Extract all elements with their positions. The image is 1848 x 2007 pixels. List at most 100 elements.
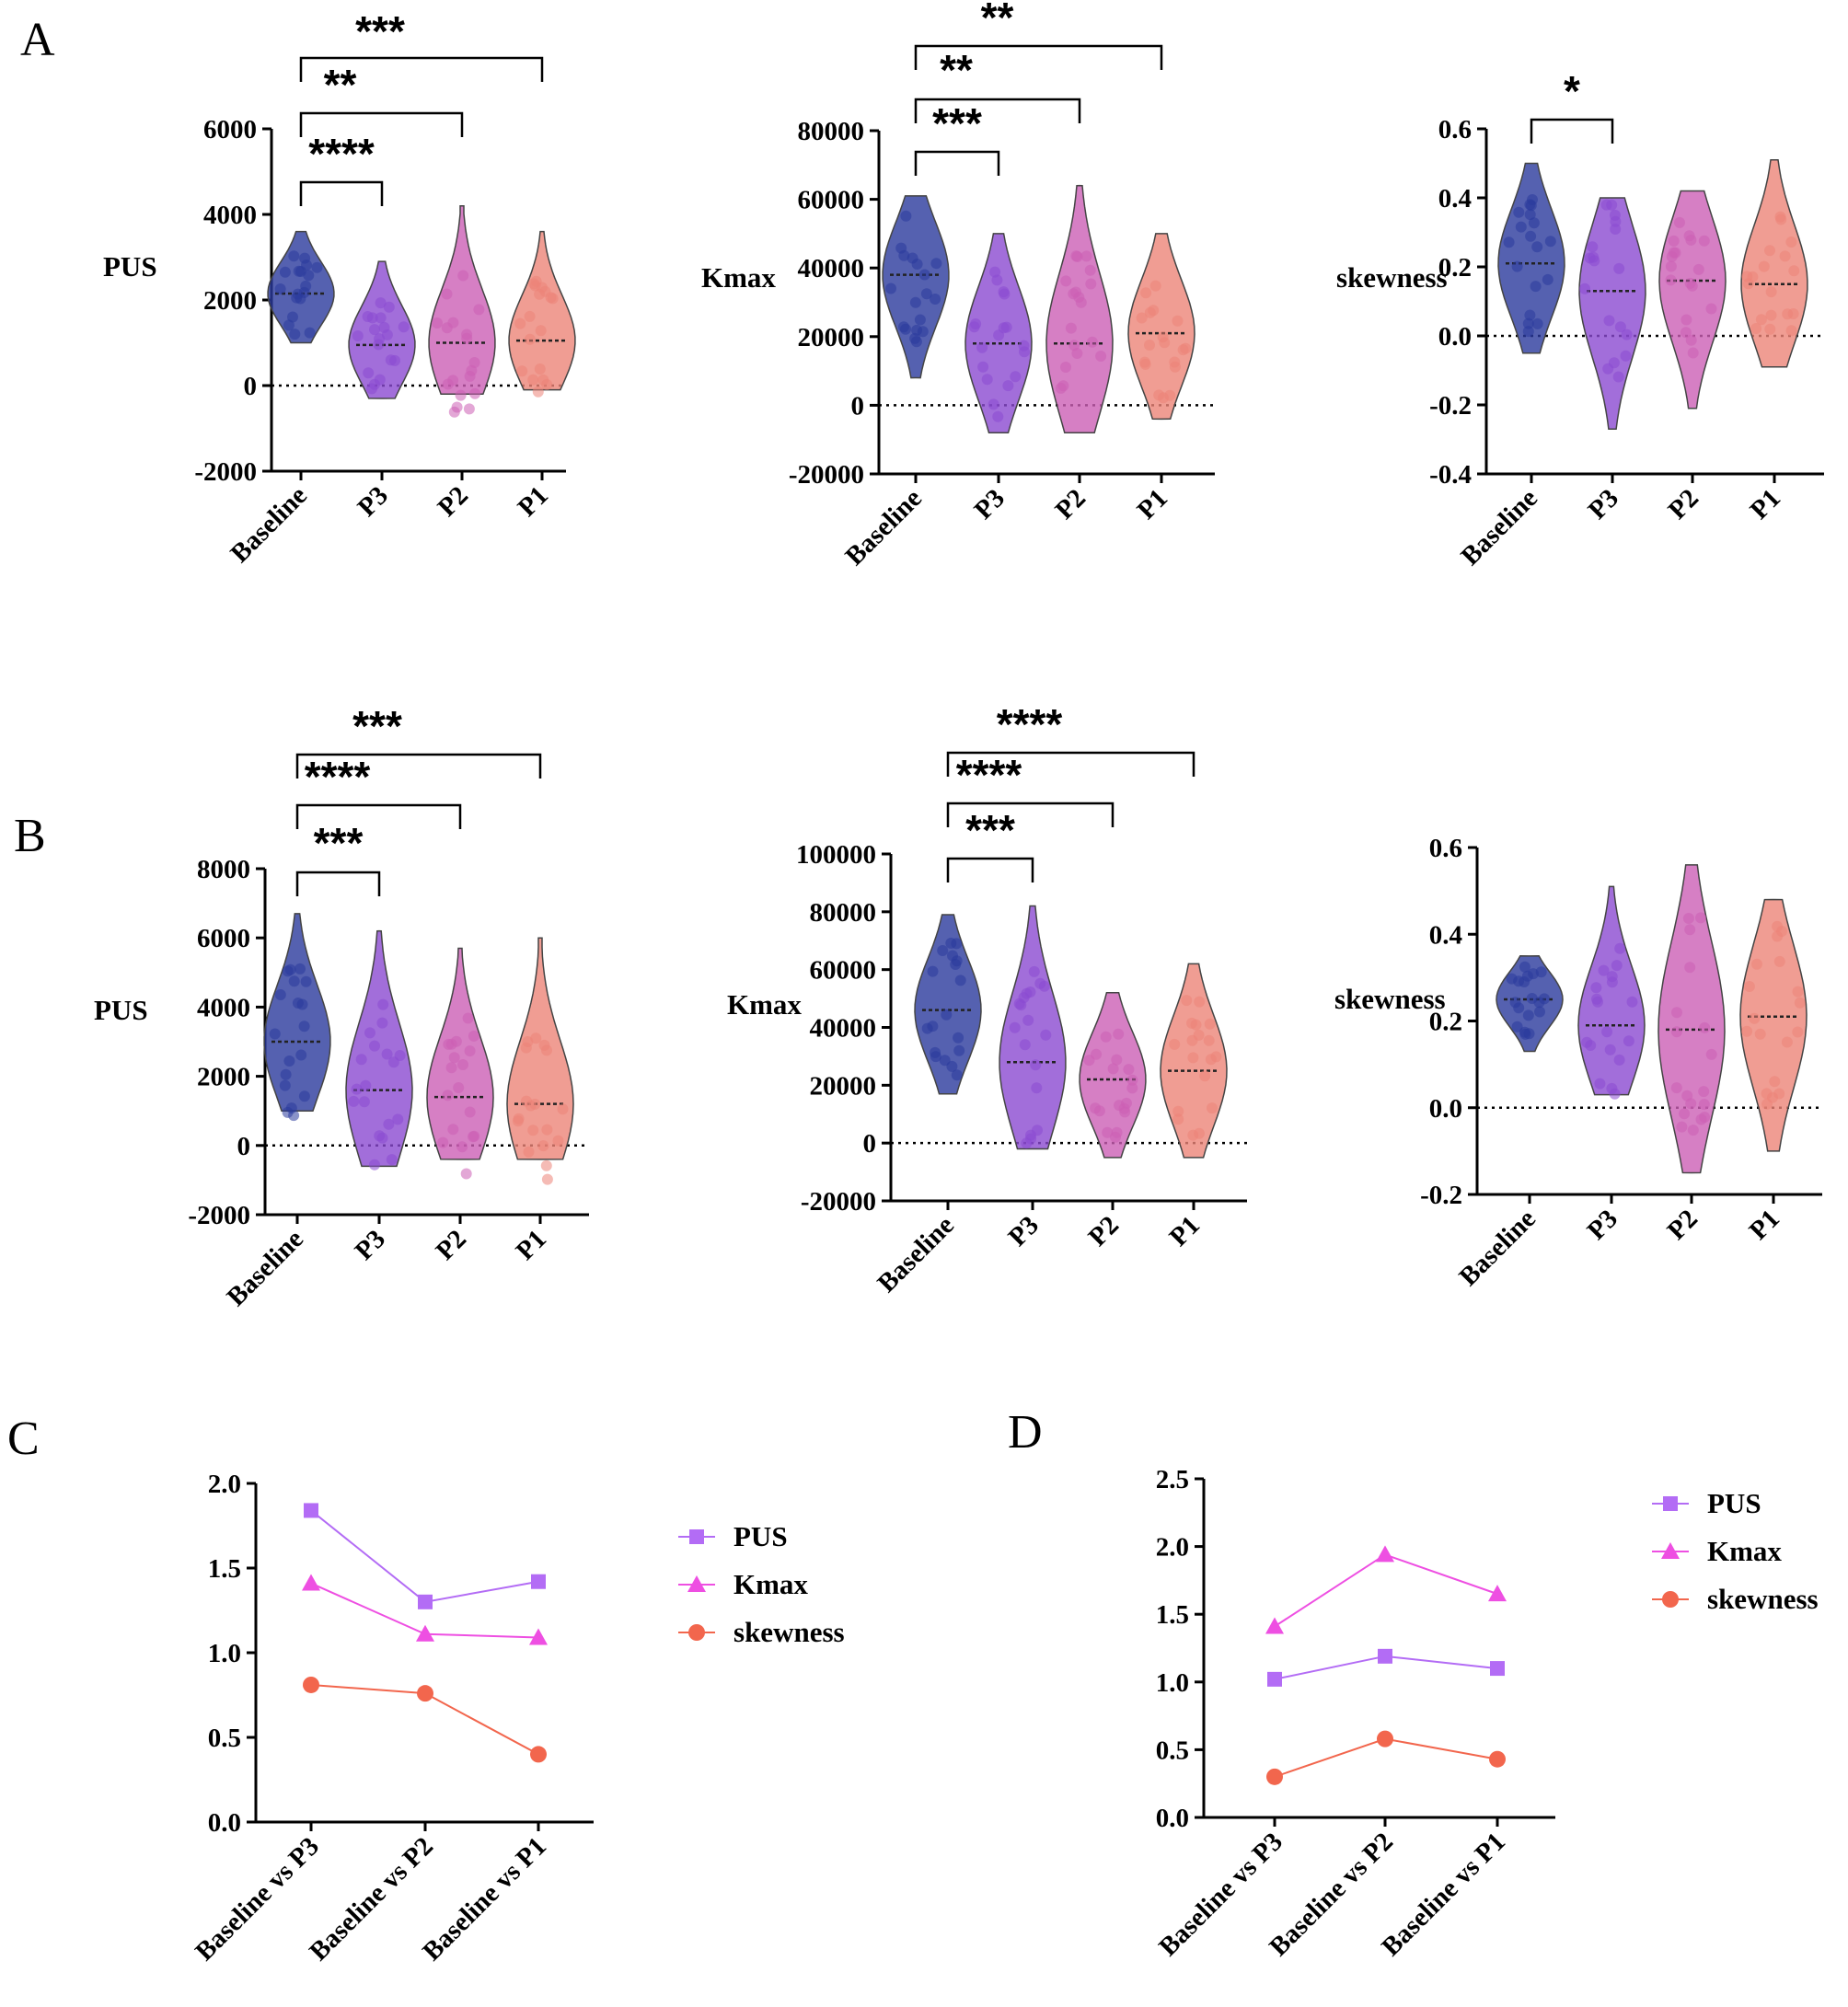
- y-tick-label: -20000: [789, 460, 864, 490]
- data-point: [1698, 1099, 1710, 1111]
- x-tick-label: Baseline: [839, 483, 928, 571]
- y-tick-label: 2.0: [1156, 1533, 1189, 1563]
- data-point: [1040, 1029, 1052, 1041]
- data-point: [279, 1079, 291, 1091]
- data-point: [295, 963, 306, 975]
- data-point: [1205, 1054, 1217, 1066]
- data-point: [1024, 986, 1036, 998]
- significance-stars: ***: [355, 7, 405, 55]
- data-point: [386, 1154, 398, 1166]
- legend-label: PUS: [1707, 1487, 1761, 1519]
- data-point: [464, 1106, 476, 1118]
- data-point: [1025, 1133, 1037, 1145]
- panel-letter-d: D: [1008, 1406, 1043, 1459]
- data-point: [1194, 996, 1206, 1008]
- data-point: [1792, 986, 1804, 998]
- data-point: [295, 1049, 307, 1061]
- data-point: [1022, 1014, 1034, 1026]
- data-point: [1601, 1026, 1613, 1038]
- legend-label: Kmax: [1707, 1535, 1782, 1567]
- data-point: [293, 265, 305, 277]
- data-point: [443, 1038, 455, 1050]
- legend-marker: [1663, 1496, 1678, 1511]
- data-point: [1671, 1007, 1682, 1019]
- data-point: [540, 1159, 552, 1171]
- data-point: [1612, 371, 1624, 383]
- data-point: [1769, 1076, 1781, 1088]
- data-point: [1685, 334, 1697, 346]
- data-point: [369, 324, 380, 336]
- significance-bracket: [1530, 118, 1614, 144]
- legend-marker: [687, 1575, 706, 1592]
- x-tick-label: P2: [431, 1224, 472, 1265]
- violin-p2: [1657, 864, 1726, 1174]
- data-point: [461, 332, 473, 344]
- data-point: [1749, 1012, 1761, 1024]
- data-point: [512, 1115, 524, 1127]
- y-tick-label: 20000: [810, 1071, 877, 1101]
- data-point: [1761, 1098, 1773, 1110]
- data-point: [369, 1040, 380, 1052]
- data-point: [953, 1032, 964, 1044]
- data-point: [1513, 206, 1525, 218]
- data-point: [1118, 1102, 1130, 1114]
- data-point: [532, 386, 544, 398]
- x-tick-label: Baseline: [225, 480, 313, 569]
- data-point: [447, 1124, 459, 1136]
- data-point: [1204, 1018, 1216, 1030]
- data-point: [1594, 1078, 1606, 1090]
- data-point: [352, 330, 364, 341]
- data-point: [1590, 982, 1602, 994]
- series-line-kmax: [1274, 1553, 1498, 1628]
- data-point: [348, 1095, 360, 1107]
- violin-chart-b-kmax: -20000 0 20000 40000 60000 80000 100000 Kmax Bas…: [727, 700, 1247, 1298]
- data-point: [1604, 1044, 1616, 1055]
- data-point: [1107, 1063, 1119, 1075]
- data-point: [1598, 964, 1610, 976]
- data-point: [1522, 326, 1534, 338]
- data-point: [464, 1045, 476, 1057]
- legend-marker: [1661, 1542, 1680, 1559]
- data-point: [537, 1140, 549, 1152]
- data-point: [432, 317, 443, 329]
- data-point: [1009, 1021, 1021, 1033]
- y-tick-label: 100000: [796, 840, 876, 870]
- y-tick-label: 80000: [810, 898, 877, 928]
- legend-marker: [1662, 1591, 1679, 1608]
- data-point: [462, 1012, 474, 1024]
- data-point: [541, 1124, 553, 1136]
- data-point: [1687, 1125, 1699, 1136]
- x-tick-label: P2: [1663, 483, 1704, 525]
- y-tick-label: 0.5: [208, 1724, 241, 1753]
- data-point: [1207, 1102, 1218, 1114]
- data-point: [527, 1125, 539, 1136]
- violin-p2: [1045, 184, 1114, 433]
- data-point: [1626, 996, 1638, 1008]
- data-point: [279, 266, 291, 278]
- data-point: [1015, 999, 1027, 1011]
- significance-bracket: [946, 751, 1195, 777]
- series-point-skewness: [417, 1685, 433, 1702]
- data-point: [291, 292, 303, 304]
- data-point: [1785, 236, 1797, 248]
- y-axis-label: PUS: [94, 994, 148, 1026]
- data-point: [1531, 317, 1543, 329]
- x-tick-label: P2: [1083, 1210, 1125, 1251]
- data-point: [448, 1052, 460, 1064]
- significance-stars: ***: [932, 99, 982, 147]
- data-point: [1194, 1127, 1205, 1139]
- data-point: [522, 1036, 534, 1047]
- data-point: [1531, 241, 1543, 253]
- data-point: [1524, 209, 1536, 221]
- data-point: [1086, 336, 1098, 348]
- data-point: [537, 374, 549, 386]
- data-point: [1528, 217, 1540, 229]
- data-point: [516, 365, 528, 377]
- x-tick-label: P3: [352, 480, 394, 522]
- data-point: [529, 1098, 541, 1110]
- data-point: [1621, 329, 1633, 340]
- y-tick-label: 0.0: [1438, 322, 1472, 352]
- data-point: [296, 998, 308, 1010]
- y-axis-label: skewness: [1334, 983, 1446, 1015]
